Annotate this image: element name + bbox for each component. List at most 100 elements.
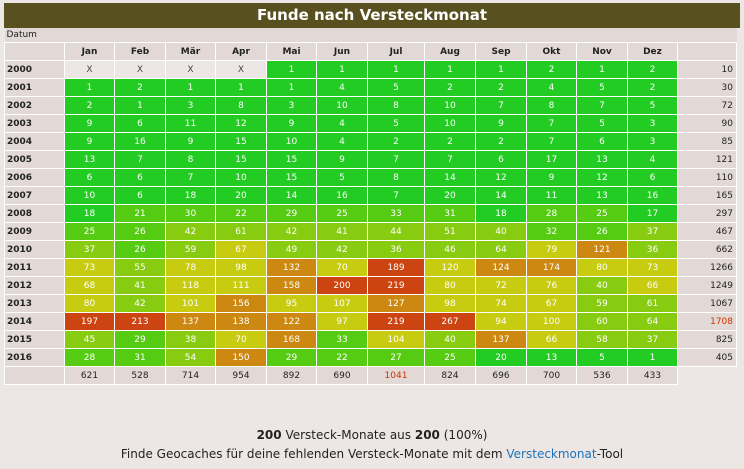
year-label: 2012 bbox=[4, 276, 65, 295]
month-cell: 1 bbox=[64, 78, 115, 97]
month-cell: 49 bbox=[266, 240, 317, 259]
summary-text: Versteck-Monate aus bbox=[285, 428, 412, 442]
month-cell: 174 bbox=[526, 258, 577, 277]
month-cell: 46 bbox=[424, 240, 476, 259]
month-header: Feb bbox=[114, 42, 166, 61]
month-cell: 3 bbox=[165, 96, 216, 115]
column-total: 700 bbox=[526, 366, 577, 385]
month-cell: 37 bbox=[627, 330, 678, 349]
month-cell: 122 bbox=[266, 312, 317, 331]
table-row: 2002 2 1 3 8 3 10 8 10 7 8 7 5 72 bbox=[4, 96, 737, 115]
month-cell: 26 bbox=[114, 240, 166, 259]
month-cell: 13 bbox=[526, 348, 577, 367]
table-row: 2005 13 7 8 15 15 9 7 7 6 17 13 4 121 bbox=[4, 150, 737, 169]
month-cell: 2 bbox=[627, 60, 678, 79]
month-cell: 2 bbox=[424, 132, 476, 151]
month-cell: 4 bbox=[316, 132, 368, 151]
month-cell: 16 bbox=[627, 186, 678, 205]
month-cell: 9 bbox=[475, 114, 527, 133]
month-cell: 32 bbox=[526, 222, 577, 241]
month-cell: 10 bbox=[424, 114, 476, 133]
month-cell: 68 bbox=[64, 276, 115, 295]
summary-of: 200 bbox=[414, 428, 440, 442]
month-cell: 42 bbox=[316, 240, 368, 259]
month-cell: 7 bbox=[526, 114, 577, 133]
month-cell: 31 bbox=[424, 204, 476, 223]
month-cell: 7 bbox=[576, 96, 628, 115]
month-cell: 6 bbox=[475, 150, 527, 169]
month-cell: 120 bbox=[424, 258, 476, 277]
month-cell: 67 bbox=[526, 294, 577, 313]
table-row: 2016 28 31 54 150 29 22 27 25 20 13 5 1 405 bbox=[4, 348, 737, 367]
month-cell: 80 bbox=[576, 258, 628, 277]
month-cell: 104 bbox=[367, 330, 425, 349]
month-cell: 10 bbox=[424, 96, 476, 115]
month-cell: 1 bbox=[367, 60, 425, 79]
month-cell: 25 bbox=[576, 204, 628, 223]
year-total: 121 bbox=[677, 150, 737, 169]
month-cell: 2 bbox=[627, 78, 678, 97]
month-cell: 6 bbox=[114, 168, 166, 187]
month-cell: 168 bbox=[266, 330, 317, 349]
month-cell: 17 bbox=[526, 150, 577, 169]
month-cell: 200 bbox=[316, 276, 368, 295]
month-cell: 4 bbox=[316, 114, 368, 133]
summary-count: 200 bbox=[256, 428, 282, 442]
month-cell: 29 bbox=[266, 204, 317, 223]
month-cell: 45 bbox=[64, 330, 115, 349]
tool-line: Finde Geocaches für deine fehlenden Vers… bbox=[0, 447, 744, 461]
table-row: 2014 197 213 137 138 122 97 219 267 94 100 60 64 1708 bbox=[4, 312, 737, 331]
year-label: 2016 bbox=[4, 348, 65, 367]
month-cell: 9 bbox=[64, 114, 115, 133]
year-total: 30 bbox=[677, 78, 737, 97]
year-total: 1067 bbox=[677, 294, 737, 313]
year-label: 2010 bbox=[4, 240, 65, 259]
column-total: 954 bbox=[215, 366, 267, 385]
column-total: 433 bbox=[627, 366, 678, 385]
month-cell: 8 bbox=[367, 96, 425, 115]
month-cell: 36 bbox=[627, 240, 678, 259]
month-cell: 5 bbox=[316, 168, 368, 187]
month-cell: 66 bbox=[526, 330, 577, 349]
tool-line-prefix: Finde Geocaches für deine fehlenden Vers… bbox=[120, 447, 503, 461]
table-row: 2011 73 55 78 98 132 70 189 120 124 174 80 73 1266 bbox=[4, 258, 737, 277]
month-cell: 17 bbox=[627, 204, 678, 223]
month-cell: 21 bbox=[114, 204, 166, 223]
month-cell: 6 bbox=[114, 186, 166, 205]
month-cell: 78 bbox=[165, 258, 216, 277]
month-cell: 66 bbox=[627, 276, 678, 295]
month-header: Nov bbox=[576, 42, 628, 61]
year-total: 90 bbox=[677, 114, 737, 133]
month-cell: 70 bbox=[215, 330, 267, 349]
month-cell: 1 bbox=[576, 60, 628, 79]
month-cell: 80 bbox=[424, 276, 476, 295]
month-cell: 15 bbox=[266, 168, 317, 187]
month-cell: 64 bbox=[475, 240, 527, 259]
month-cell: 18 bbox=[475, 204, 527, 223]
year-label: 2000 bbox=[4, 60, 65, 79]
year-label: 2004 bbox=[4, 132, 65, 151]
month-cell: 7 bbox=[165, 168, 216, 187]
month-cell: 42 bbox=[266, 222, 317, 241]
date-label: Datum bbox=[4, 28, 678, 43]
month-cell: 1 bbox=[424, 60, 476, 79]
month-cell: 37 bbox=[627, 222, 678, 241]
month-cell: 74 bbox=[475, 294, 527, 313]
month-cell: 124 bbox=[475, 258, 527, 277]
year-total: 72 bbox=[677, 96, 737, 115]
month-cell: 38 bbox=[165, 330, 216, 349]
month-cell: 1 bbox=[627, 348, 678, 367]
month-header: Mai bbox=[266, 42, 317, 61]
month-cell: 10 bbox=[316, 96, 368, 115]
column-totals-row: 621 528 714 954 892 690 1041 824 696 700 536 433 bbox=[4, 366, 737, 385]
hide-month-tool-link[interactable]: Versteckmonat bbox=[506, 447, 597, 461]
month-cell: 40 bbox=[475, 222, 527, 241]
column-total: 1041 bbox=[367, 366, 425, 385]
column-total: 528 bbox=[114, 366, 166, 385]
year-label: 2005 bbox=[4, 150, 65, 169]
year-total: 825 bbox=[677, 330, 737, 349]
month-cell: 73 bbox=[627, 258, 678, 277]
month-cell: 267 bbox=[424, 312, 476, 331]
month-cell: 18 bbox=[165, 186, 216, 205]
hide-month-table: Datum Jan Feb Mär Apr Mai Jun Jul Aug Sep Okt Nov D… bbox=[4, 28, 737, 385]
